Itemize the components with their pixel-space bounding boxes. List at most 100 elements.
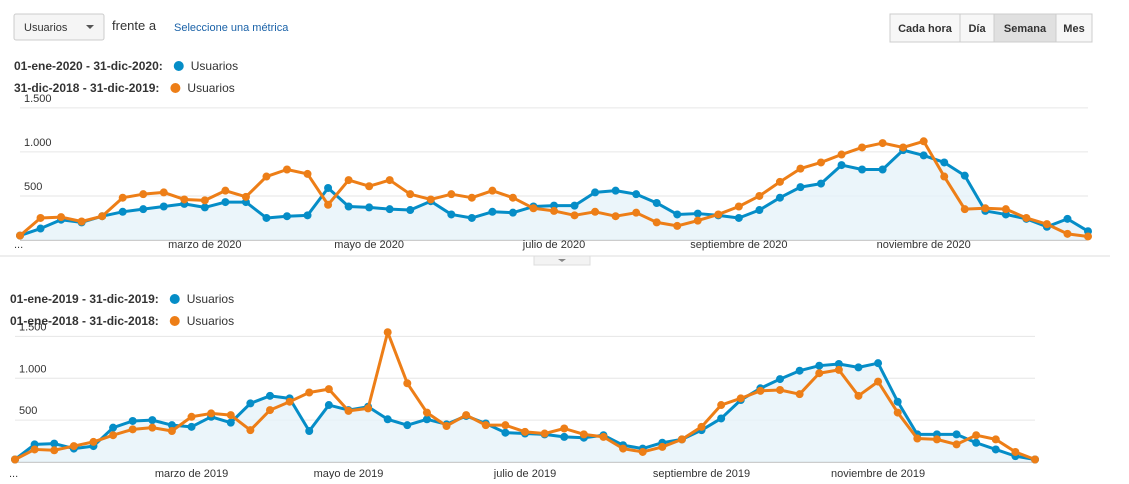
data-point: [673, 210, 682, 219]
granularity-button[interactable]: [959, 13, 995, 43]
data-point: [365, 182, 374, 191]
data-point: [69, 442, 78, 451]
data-point: [283, 212, 291, 221]
x-tick-label: julio de 2020: [522, 239, 585, 251]
data-point: [324, 385, 333, 394]
data-point: [981, 204, 990, 213]
data-point: [776, 375, 784, 384]
data-point: [50, 446, 59, 455]
area: [20, 150, 1088, 240]
data-point: [167, 427, 176, 436]
data-point: [579, 430, 588, 439]
data-point: [570, 201, 579, 210]
legend-name: Usuarios: [187, 292, 234, 306]
data-point: [403, 379, 412, 388]
select-metric-link[interactable]: Seleccione una métrica: [174, 22, 289, 34]
data-point: [200, 203, 209, 212]
granularity-button[interactable]: [1055, 13, 1093, 43]
data-point: [285, 397, 294, 406]
data-point: [1031, 455, 1039, 464]
legend-period: 01-ene-2019 - 31-dic-2019:: [10, 292, 159, 306]
legend-name: Usuarios: [187, 314, 234, 328]
data-point: [128, 425, 137, 434]
data-point: [11, 455, 19, 464]
x-tick-label: noviembre de 2019: [831, 468, 925, 479]
data-point: [991, 445, 1000, 454]
x-tick-label: ...: [14, 239, 23, 251]
data-point: [775, 177, 784, 186]
x-tick-label: marzo de 2020: [168, 239, 241, 251]
data-point: [159, 188, 168, 197]
data-point: [638, 447, 647, 456]
y-tick-label: 1.000: [19, 363, 47, 375]
data-point: [266, 406, 274, 415]
legend-name: Usuarios: [191, 59, 238, 73]
data-point: [383, 415, 392, 424]
x-tick-label: mayo de 2019: [314, 468, 384, 479]
data-point: [481, 421, 490, 430]
data-point: [591, 207, 600, 216]
data-point: [488, 186, 497, 195]
data-point: [207, 409, 216, 418]
data-point: [139, 190, 148, 199]
versus-label: frente a: [112, 18, 157, 33]
data-point: [529, 204, 538, 213]
data-point: [717, 414, 726, 423]
data-point: [893, 397, 902, 406]
data-point: [919, 151, 928, 160]
data-point: [118, 207, 127, 216]
data-point: [283, 165, 291, 174]
data-point: [940, 172, 949, 181]
data-point: [940, 158, 949, 167]
granularity-button[interactable]: [993, 13, 1057, 43]
data-point: [262, 172, 271, 181]
data-point: [98, 212, 107, 221]
data-point: [714, 210, 723, 219]
legend-dot: [169, 294, 180, 304]
data-point: [305, 427, 314, 436]
data-point: [36, 224, 45, 233]
data-point: [159, 202, 168, 211]
data-point: [652, 198, 661, 207]
granularity-button-label: Semana: [1004, 23, 1047, 35]
data-point: [422, 408, 431, 417]
data-point: [501, 428, 510, 437]
data-point: [57, 213, 66, 222]
data-point: [874, 377, 883, 386]
data-point: [1022, 213, 1031, 222]
data-point: [1042, 220, 1051, 229]
data-point: [109, 431, 118, 440]
data-point: [540, 429, 549, 438]
data-point: [673, 221, 682, 230]
data-point: [364, 404, 373, 413]
y-tick-label: 500: [19, 405, 37, 417]
data-point: [442, 421, 451, 430]
data-point: [960, 171, 969, 180]
data-point: [591, 188, 600, 197]
data-point: [521, 427, 529, 436]
data-point: [406, 190, 415, 199]
data-point: [756, 386, 765, 395]
data-point: [611, 212, 620, 221]
data-point: [344, 406, 353, 415]
x-tick-label: ...: [9, 468, 18, 479]
data-point: [167, 421, 176, 430]
data-point: [837, 161, 846, 170]
data-point: [50, 439, 59, 448]
legend-dot: [170, 83, 181, 93]
data-point: [560, 432, 569, 441]
data-point: [717, 401, 726, 410]
data-point: [817, 179, 825, 188]
metric-dropdown-label: Usuarios: [24, 22, 68, 34]
data-point: [991, 435, 1000, 444]
data-point: [834, 365, 843, 374]
data-point: [952, 440, 961, 449]
data-point: [221, 198, 230, 207]
data-point: [736, 394, 745, 403]
data-point: [1084, 232, 1092, 241]
data-point: [139, 205, 148, 214]
data-point: [383, 328, 392, 337]
data-point: [693, 216, 702, 225]
data-point: [488, 207, 497, 216]
metric-dropdown[interactable]: [13, 13, 105, 41]
